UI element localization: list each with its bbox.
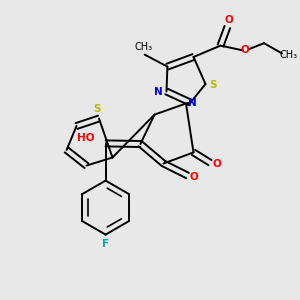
Text: O: O xyxy=(212,159,221,169)
Text: CH₃: CH₃ xyxy=(280,50,298,60)
Text: S: S xyxy=(209,80,217,90)
Text: O: O xyxy=(190,172,199,182)
Text: S: S xyxy=(94,104,101,115)
Text: F: F xyxy=(102,238,109,249)
Text: CH₃: CH₃ xyxy=(135,42,153,52)
Text: N: N xyxy=(154,86,163,97)
Text: HO: HO xyxy=(77,133,94,143)
Text: O: O xyxy=(224,15,233,26)
Text: N: N xyxy=(188,98,197,108)
Text: O: O xyxy=(240,45,249,55)
